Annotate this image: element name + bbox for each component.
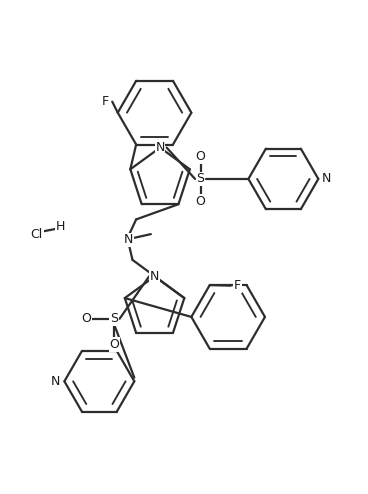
Text: Cl: Cl [31, 228, 43, 241]
Text: S: S [110, 312, 118, 325]
Text: O: O [82, 312, 91, 325]
Text: O: O [196, 195, 205, 207]
Text: H: H [56, 220, 66, 233]
Text: S: S [197, 172, 205, 185]
Text: F: F [101, 95, 109, 108]
Text: O: O [109, 338, 119, 351]
Text: N: N [124, 233, 134, 246]
Text: N: N [322, 172, 331, 185]
Text: N: N [155, 141, 165, 154]
Text: O: O [196, 150, 205, 164]
Text: N: N [150, 270, 159, 283]
Text: F: F [234, 279, 241, 292]
Text: N: N [50, 375, 60, 388]
